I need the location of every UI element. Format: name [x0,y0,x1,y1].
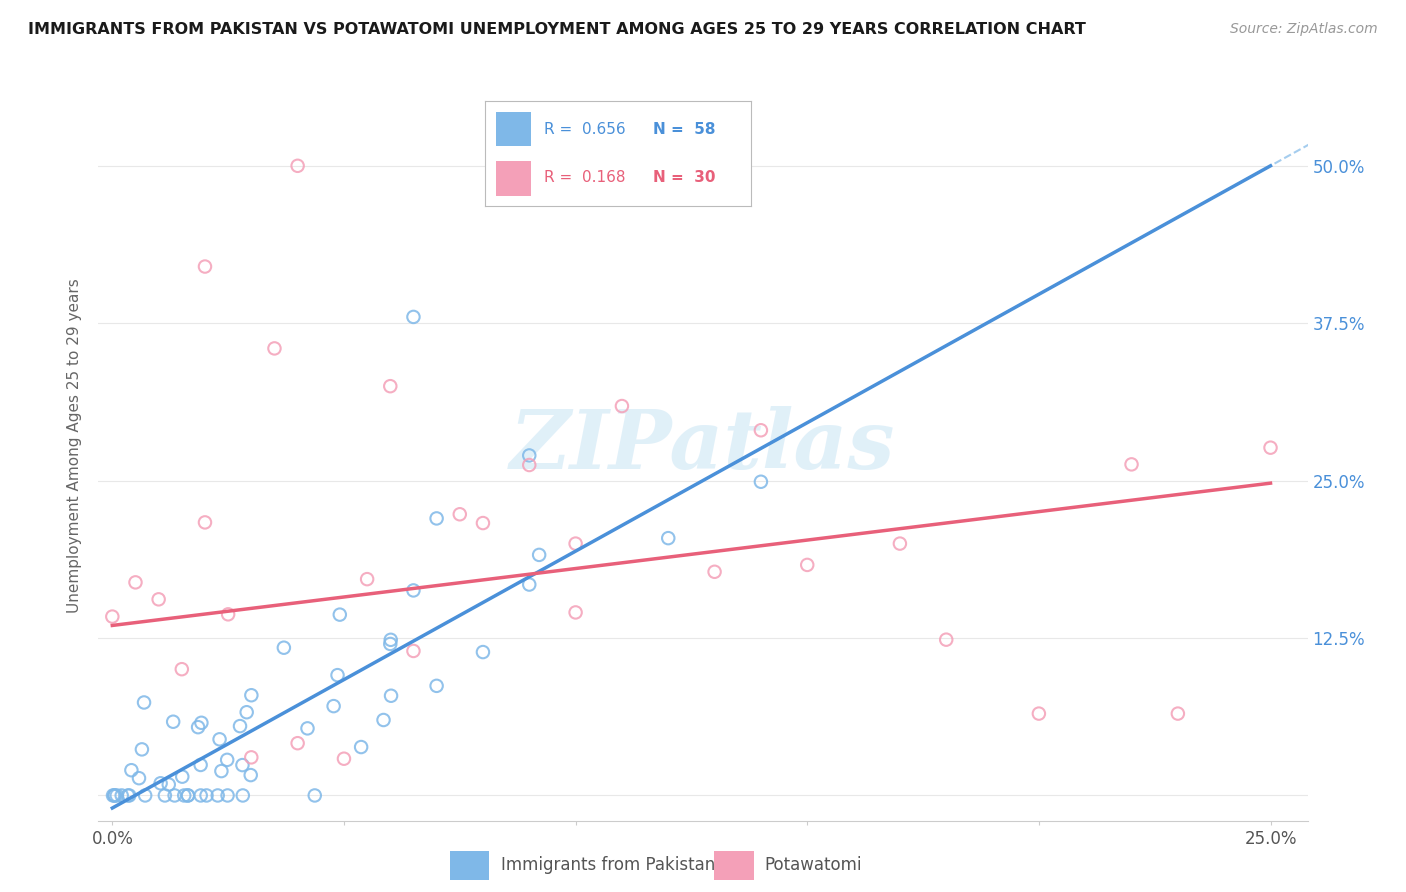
Point [231,758,253,772]
Point [326,668,349,682]
Point [287,736,309,750]
Point [564,606,586,620]
Point [148,592,170,607]
Point [240,688,263,702]
Point [229,719,252,733]
Point [749,423,772,437]
Point [190,715,212,730]
Point [610,399,633,413]
Point [749,475,772,489]
Point [263,342,285,356]
Point [322,699,344,714]
Point [217,607,239,622]
Point [217,789,239,803]
Point [190,758,212,772]
Point [207,789,229,803]
Point [380,689,402,703]
Point [564,536,586,550]
Point [209,764,232,778]
Point [402,310,425,324]
Point [1167,706,1189,721]
Point [195,789,218,803]
Point [889,536,911,550]
Point [449,508,471,522]
Y-axis label: Unemployment Among Ages 25 to 29 years: Unemployment Among Ages 25 to 29 years [67,278,83,614]
Point [356,572,378,586]
Point [935,632,957,647]
Point [287,159,309,173]
Point [350,739,373,754]
Text: ZIPatlas: ZIPatlas [510,406,896,486]
Point [380,637,402,651]
Point [517,449,540,463]
Point [304,789,326,803]
Point [517,577,540,591]
Point [217,753,239,767]
Point [426,511,449,525]
Point [471,516,494,530]
Point [162,714,184,729]
Point [117,789,139,803]
Point [177,789,200,803]
Point [380,379,402,393]
Point [157,778,180,792]
Point [149,776,172,790]
Point [208,732,231,747]
Point [120,763,142,777]
Point [163,789,186,803]
Point [703,565,725,579]
Point [101,789,124,803]
Point [173,789,195,803]
Point [105,789,128,803]
Point [124,575,146,590]
Point [101,609,124,624]
Point [170,662,193,676]
Point [177,789,200,803]
Point [402,644,425,658]
Bar [450,851,489,880]
Point [796,558,818,572]
Point [194,260,217,274]
Point [426,679,449,693]
Point [1121,458,1143,472]
Point [103,789,125,803]
Point [187,720,209,734]
Point [333,752,356,766]
Text: Source: ZipAtlas.com: Source: ZipAtlas.com [1230,22,1378,37]
Point [373,713,395,727]
Point [190,789,212,803]
Point [239,768,262,782]
Bar [714,851,754,880]
Point [194,516,217,530]
Point [118,789,141,803]
Point [297,722,319,736]
Point [527,548,550,562]
Point [153,789,176,803]
Point [329,607,352,622]
Point [103,789,125,803]
Point [380,632,402,647]
Point [111,789,134,803]
Point [232,789,254,803]
Point [1028,706,1050,721]
Point [172,770,194,784]
Point [273,640,295,655]
Text: IMMIGRANTS FROM PAKISTAN VS POTAWATOMI UNEMPLOYMENT AMONG AGES 25 TO 29 YEARS CO: IMMIGRANTS FROM PAKISTAN VS POTAWATOMI U… [28,22,1085,37]
Point [235,705,257,719]
Point [471,645,494,659]
Point [240,750,263,764]
Point [134,789,156,803]
Point [132,696,155,710]
Point [517,458,540,472]
Point [402,583,425,598]
Text: Immigrants from Pakistan: Immigrants from Pakistan [501,856,714,874]
Text: Potawatomi: Potawatomi [765,856,862,874]
Point [128,771,150,785]
Point [131,742,153,756]
Point [1260,441,1282,455]
Point [657,531,679,545]
